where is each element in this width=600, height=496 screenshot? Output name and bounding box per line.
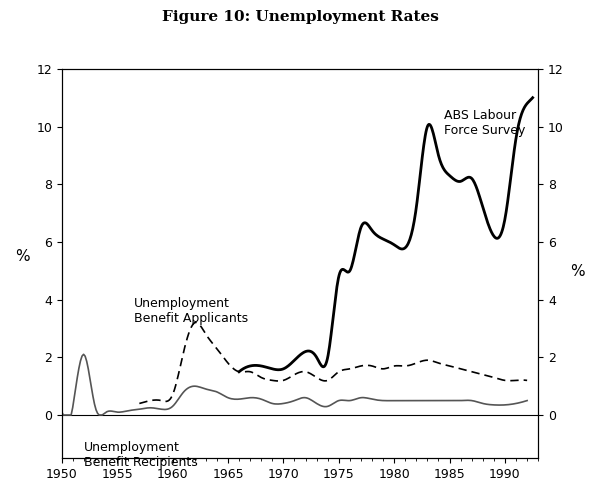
Y-axis label: %: % — [15, 248, 29, 263]
Text: Figure 10: Unemployment Rates: Figure 10: Unemployment Rates — [161, 10, 439, 24]
Text: Unemployment
Benefit Recipients: Unemployment Benefit Recipients — [84, 441, 198, 469]
Y-axis label: %: % — [571, 263, 585, 279]
Text: Unemployment
Benefit Applicants: Unemployment Benefit Applicants — [134, 297, 248, 325]
Text: ABS Labour
Force Survey: ABS Labour Force Survey — [444, 109, 526, 137]
